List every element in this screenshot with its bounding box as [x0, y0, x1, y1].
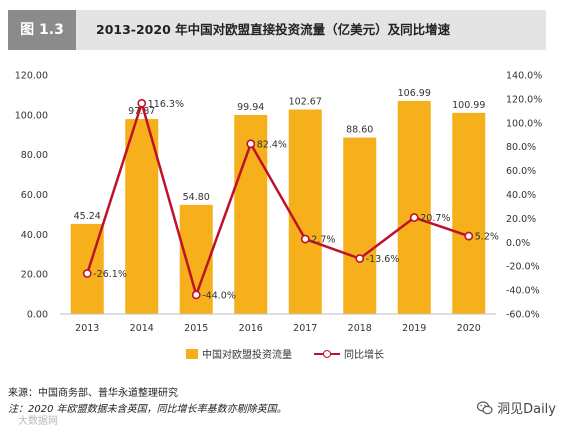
bar-value-label: 102.67 [289, 97, 322, 108]
chart-footer: 来源：中国商务部、普华永道整理研究 注：2020 年欧盟数据未含英国，同比增长率… [8, 386, 287, 418]
y-right-tick-label: -20.0% [506, 262, 540, 273]
x-tick-label: 2014 [130, 323, 154, 334]
y-left-tick-label: 60.00 [21, 190, 48, 201]
note-text: 注：2020 年欧盟数据未含英国，同比增长率基数亦剔除英国。 [8, 404, 287, 415]
growth-value-label: 2.7% [311, 235, 335, 246]
growth-point [300, 234, 310, 244]
y-right-tick-label: -40.0% [506, 286, 540, 297]
wechat-logo-icon [477, 400, 493, 414]
growth-value-label: -13.6% [366, 254, 400, 265]
legend-item-line: 同比增长 [314, 346, 384, 361]
bar [125, 119, 159, 314]
combo-chart: 0.00 20.00 40.00 60.00 80.00 100.00 120.00 -60.… [15, 71, 542, 335]
y-right-tick-label: 40.0% [506, 190, 536, 201]
bar-value-label: 54.80 [183, 192, 210, 203]
figure-header: 图 1.3 2013-2020 年中国对欧盟直接投资流量（亿美元）及同比增速 [8, 10, 546, 50]
x-tick-label: 2019 [402, 323, 426, 334]
figure-label: 图 1.3 [8, 10, 76, 50]
watermark: 洞见Daily [477, 398, 556, 417]
bar [452, 112, 486, 314]
y-right-tick-label: 140.0% [506, 71, 542, 82]
growth-point [246, 139, 256, 149]
faint-watermark: 大数据网 [18, 416, 58, 427]
growth-point [464, 231, 474, 241]
growth-point [137, 98, 147, 108]
y-right-tick-label: 80.0% [506, 142, 536, 153]
bar-value-label: 100.99 [452, 100, 485, 111]
y-right-tick-label: 120.0% [506, 94, 542, 105]
growth-point [191, 290, 201, 300]
y-right-tick-label: 60.0% [506, 166, 536, 177]
x-tick-label: 2013 [75, 323, 99, 334]
legend-bar-swatch [186, 348, 198, 359]
y-left-tick-label: 20.00 [21, 270, 48, 281]
bar [288, 109, 322, 314]
growth-line [86, 102, 470, 297]
x-tick-label: 2016 [239, 323, 263, 334]
bar [343, 137, 377, 314]
growth-value-label: -44.0% [202, 290, 236, 301]
legend-line-swatch [314, 349, 340, 359]
y-left-tick-label: 100.00 [15, 110, 48, 121]
x-tick-label: 2018 [348, 323, 372, 334]
growth-value-label: 116.3% [148, 99, 184, 110]
growth-point [409, 213, 419, 222]
y-left-tick-label: 40.00 [21, 230, 48, 241]
source-text: 来源：中国商务部、普华永道整理研究 [8, 388, 178, 399]
chart-title: 2013-2020 年中国对欧盟直接投资流量（亿美元）及同比增速 [96, 22, 451, 37]
y-left-tick-label: 80.00 [21, 150, 48, 161]
growth-value-label: 82.4% [257, 139, 287, 150]
y-right-tick-label: -60.0% [506, 310, 540, 321]
bar-value-label: 88.60 [346, 125, 373, 136]
bar-value-label: 45.24 [74, 211, 101, 222]
x-tick-label: 2015 [184, 323, 208, 334]
growth-value-label: 20.7% [420, 213, 450, 224]
x-tick-label: 2017 [293, 323, 317, 334]
legend-line-label: 同比增长 [344, 350, 384, 361]
y-left-tick-label: 0.00 [27, 310, 48, 321]
growth-value-label: -26.1% [93, 269, 127, 280]
chart-legend: 中国对欧盟投资流量 同比增长 [186, 346, 406, 361]
growth-point [355, 254, 365, 263]
growth-value-label: 5.2% [475, 232, 499, 243]
watermark-text: 洞见Daily [497, 402, 556, 417]
legend-bar-label: 中国对欧盟投资流量 [202, 350, 292, 361]
x-tick-label: 2020 [457, 323, 481, 334]
bar-value-label: 97.87 [128, 106, 155, 117]
y-right-tick-label: 0.0% [506, 238, 530, 249]
legend-item-bar: 中国对欧盟投资流量 [186, 346, 292, 361]
y-right-tick-label: 20.0% [506, 214, 536, 225]
y-right-tick-label: 100.0% [506, 118, 542, 129]
growth-point [82, 269, 92, 278]
bar-value-label: 99.94 [237, 102, 264, 113]
bar-value-label: 106.99 [398, 88, 431, 99]
bar [397, 100, 431, 314]
y-left-tick-label: 120.00 [15, 71, 48, 82]
